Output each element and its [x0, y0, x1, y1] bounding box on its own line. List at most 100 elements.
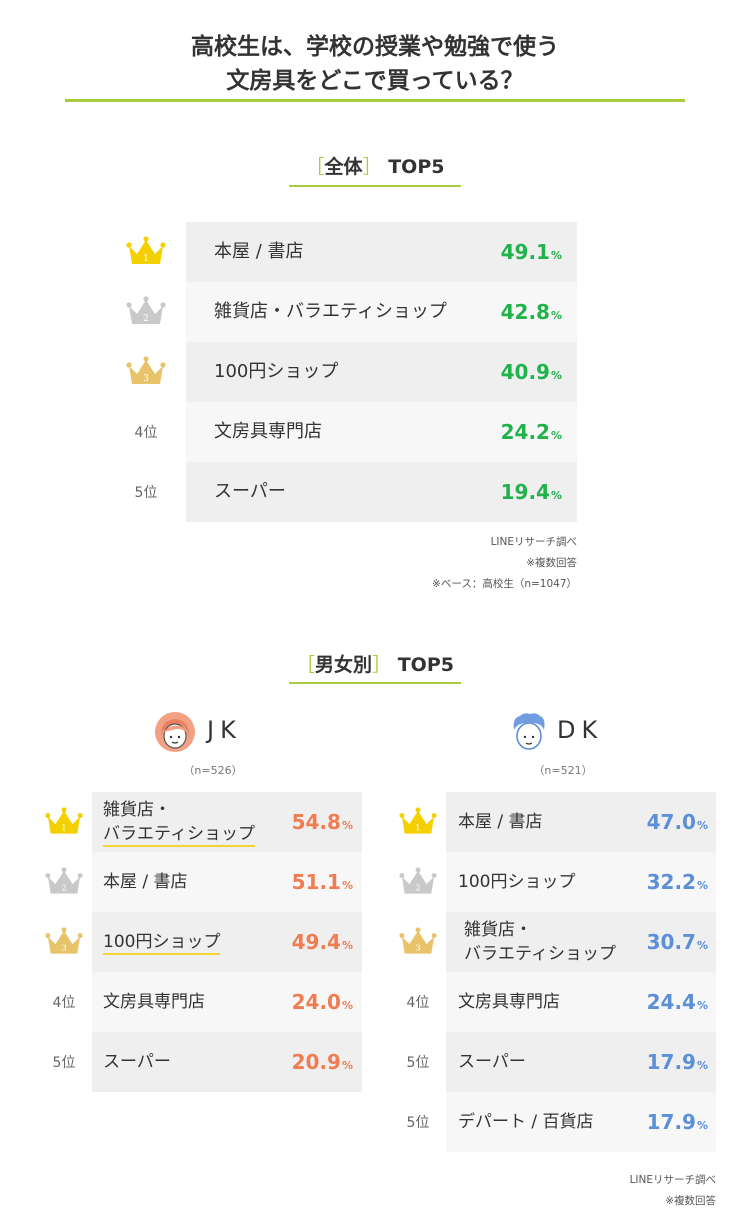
- ranking-row: 1 本屋 / 書店 49.1%: [0, 222, 750, 282]
- row-label-lines: 文房具専門店: [103, 990, 205, 1014]
- rank-label: 5位: [406, 1055, 430, 1071]
- page-title: 高校生は、学校の授業や勉強で使う 文房具をどこで買っている？: [0, 30, 750, 98]
- rank-crown: 2: [399, 867, 437, 901]
- row-label-text: 100円ショップ: [458, 872, 576, 892]
- ranking-row: 2 100円ショップ 32.2%: [0, 852, 750, 912]
- row-label: 雑貨店・バラエティショップ: [458, 912, 638, 972]
- row-background: [92, 792, 362, 852]
- row-label-text: 雑貨店・バラエティショップ: [214, 301, 447, 322]
- row-background: [186, 282, 577, 342]
- row-value: 17.9%: [608, 1032, 708, 1092]
- value-number: 54.8: [291, 810, 341, 834]
- row-label-line-1: 100円ショップ: [458, 870, 575, 894]
- boy-avatar-icon: [513, 713, 545, 750]
- row-background: [186, 402, 577, 462]
- value-number: 40.9: [500, 360, 550, 384]
- row-label: 文房具専門店: [458, 972, 638, 1032]
- row-label: 文房具専門店: [103, 972, 283, 1032]
- rank-crown: 2: [126, 296, 166, 332]
- value-unit: %: [696, 938, 708, 952]
- gold-crown-icon: 1: [126, 236, 166, 264]
- row-label-lines: スーパー: [103, 1050, 171, 1074]
- row-label-line-1: スーパー: [103, 1050, 171, 1074]
- row-background: [446, 972, 716, 1032]
- girl-avatar-icon: [155, 712, 195, 752]
- value-number: 42.8: [500, 300, 550, 324]
- row-value: 47.0%: [608, 792, 708, 852]
- row-label: 雑貨店・バラエティショップ: [103, 792, 283, 852]
- row-label-lines: 文房具専門店: [458, 990, 560, 1014]
- row-value: 20.9%: [253, 1032, 353, 1092]
- row-value: 54.8%: [253, 792, 353, 852]
- title-line-1: 高校生は、学校の授業や勉強で使う: [191, 34, 559, 60]
- row-label-text: 本屋 / 書店: [458, 812, 543, 832]
- row-label-text: 雑貨店・: [103, 800, 171, 820]
- value-unit: %: [696, 1118, 708, 1132]
- ranking-row: 1 雑貨店・ バラエティショップ 54.8%: [0, 792, 750, 852]
- row-label: 本屋 / 書店: [214, 222, 484, 282]
- row-label: 100円ショップ: [214, 342, 484, 402]
- row-value: 49.4%: [253, 912, 353, 972]
- row-label: 100円ショップ: [458, 852, 638, 912]
- value-number: 47.0: [646, 810, 696, 834]
- row-background: [92, 972, 362, 1032]
- gender-notes: LINEリサーチ調べ ※複数回答: [520, 1170, 716, 1212]
- row-label-text: 雑貨店・: [464, 920, 532, 940]
- row-background: [446, 852, 716, 912]
- ranking-row: 1 本屋 / 書店 47.0%: [0, 792, 750, 852]
- overall-heading-rule: [289, 185, 461, 187]
- ranking-row: 5位 デパート / 百貨店 17.9%: [0, 1092, 750, 1152]
- row-label-lines: 本屋 / 書店: [458, 810, 543, 834]
- ranking-row: 5位 スーパー 20.9%: [0, 1032, 750, 1092]
- value-number: 17.9: [646, 1050, 696, 1074]
- row-background: [186, 462, 577, 522]
- value-number: 49.4: [291, 930, 341, 954]
- row-label-line-1: 文房具専門店: [103, 990, 205, 1014]
- crown-rank-number: 1: [61, 824, 66, 834]
- row-label-line-2: バラエティショップ: [464, 942, 616, 966]
- crown-rank-number: 2: [415, 884, 420, 894]
- value-number: 20.9: [291, 1050, 341, 1074]
- row-label-lines: 雑貨店・ バラエティショップ: [464, 918, 616, 966]
- rank-label: 4位: [134, 425, 158, 441]
- row-label: スーパー: [103, 1032, 283, 1092]
- value-number: 24.4: [646, 990, 696, 1014]
- jk-sample-size: （n=526）: [183, 764, 243, 777]
- dk-sample-size: （n=521）: [533, 764, 593, 777]
- row-label-line-2: バラエティショップ: [103, 822, 255, 847]
- row-background: [186, 342, 577, 402]
- row-value: 24.0%: [253, 972, 353, 1032]
- row-label: デパート / 百貨店: [458, 1092, 638, 1152]
- silver-crown-icon: 2: [126, 296, 166, 324]
- crown-rank-number: 2: [143, 314, 149, 324]
- row-label-text: スーパー: [214, 481, 286, 502]
- heading-bracket-close: ］: [362, 156, 382, 178]
- rank-crown: 2: [45, 867, 83, 901]
- row-label-lines: 本屋 / 書店: [103, 870, 188, 894]
- row-label-text: 本屋 / 書店: [103, 872, 188, 892]
- value-unit: %: [341, 878, 353, 892]
- gender-heading-rule: [289, 682, 461, 684]
- row-value: 32.2%: [608, 852, 708, 912]
- gender-heading-suffix: TOP5: [397, 654, 454, 676]
- crown-rank-number: 1: [143, 254, 149, 264]
- heading-bracket-open: ［: [305, 156, 325, 178]
- row-label-text: 100円ショップ: [214, 361, 339, 382]
- overall-heading-label: 全体: [324, 156, 363, 178]
- value-unit: %: [341, 938, 353, 952]
- overall-notes: LINEリサーチ調べ ※複数回答 ※ベース：高校生（n=1047）: [380, 532, 577, 595]
- row-value: 51.1%: [253, 852, 353, 912]
- rank-label: 5位: [134, 485, 158, 501]
- heading-bracket-open: ［: [296, 654, 316, 676]
- note-multiple: ※複数回答: [526, 557, 577, 569]
- ranking-row: 3 100円ショップ 49.4%: [0, 912, 750, 972]
- note-base: ※ベース：高校生（n=1047）: [432, 578, 577, 590]
- row-background: [446, 912, 716, 972]
- value-unit: %: [550, 308, 562, 322]
- gold-crown-icon: 1: [45, 807, 83, 834]
- value-unit: %: [696, 878, 708, 892]
- value-unit: %: [550, 488, 562, 502]
- bronze-crown-icon: 3: [45, 927, 83, 954]
- ranking-row: 2 本屋 / 書店 51.1%: [0, 852, 750, 912]
- value-unit: %: [696, 818, 708, 832]
